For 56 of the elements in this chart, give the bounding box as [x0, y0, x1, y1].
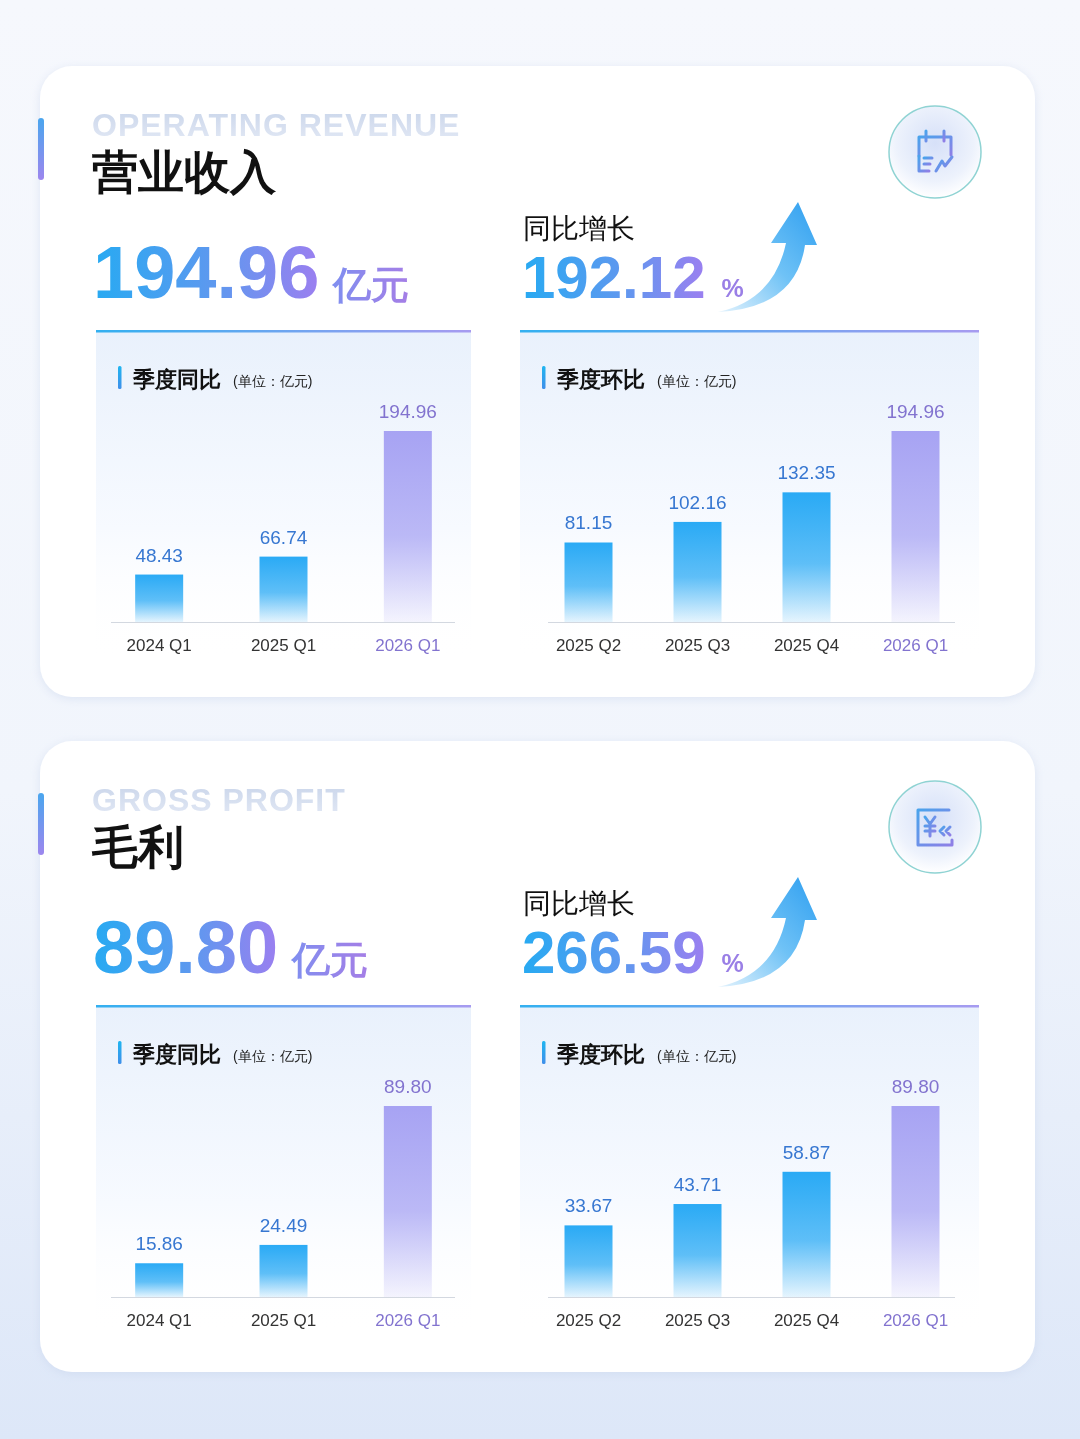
data-label: 43.71: [673, 1174, 722, 1196]
bar: [564, 542, 613, 622]
text: %: [721, 949, 744, 977]
x-tick-label: 2026 Q1: [375, 636, 441, 655]
data-label: 89.80: [384, 1076, 432, 1097]
data-label: 48.43: [135, 544, 183, 566]
x-tick-label: 2025 Q2: [555, 1311, 622, 1330]
x-tick-label: 2025 Q2: [555, 636, 622, 655]
x-tick-label: 2025 Q3: [664, 1311, 731, 1330]
bar: [782, 492, 831, 622]
chart-title: 季度环比: [556, 1042, 645, 1067]
text: 89.80: [93, 906, 279, 989]
x-tick-label: 2025 Q3: [664, 636, 731, 655]
x-tick-label: 2025 Q4: [773, 1311, 840, 1330]
data-label: 66.74: [259, 526, 308, 548]
text: 毛利: [91, 821, 184, 873]
x-tick-label: 2026 Q1: [882, 1311, 949, 1330]
chart-subtitle: (单位：亿元): [233, 373, 313, 389]
data-label: 132.35: [777, 462, 836, 484]
data-label: 24.49: [259, 1214, 308, 1236]
data-label: 194.96: [886, 401, 945, 422]
x-tick-label: 2025 Q4: [773, 636, 840, 655]
text: 194.96: [93, 231, 320, 314]
x-tick-label: 2026 Q1: [882, 636, 949, 655]
chart-title: 季度环比: [556, 367, 645, 392]
data-label: 33.67: [564, 1195, 613, 1217]
chart-subtitle: (单位：亿元): [657, 1048, 737, 1064]
chart-subtitle: (单位：亿元): [233, 1048, 313, 1064]
text: 266.59: [522, 919, 706, 986]
x-tick-label: 2025 Q1: [250, 1311, 317, 1330]
data-label: 58.87: [782, 1141, 831, 1163]
text: %: [721, 274, 744, 302]
chart-title: 季度同比: [132, 367, 221, 392]
text: 同比增长: [523, 888, 635, 919]
bar: [564, 1225, 613, 1297]
bar: [782, 1171, 831, 1297]
text: 亿元: [290, 939, 369, 981]
data-label: 89.80: [891, 1076, 940, 1097]
bar: [673, 521, 722, 622]
x-tick-label: 2025 Q1: [250, 636, 317, 655]
text: 亿元: [331, 264, 410, 306]
x-tick-label: 2024 Q1: [126, 1311, 192, 1330]
bar: [891, 431, 940, 622]
x-tick-label: 2026 Q1: [375, 1311, 441, 1330]
data-label: 81.15: [564, 512, 613, 534]
bar: [673, 1204, 722, 1297]
text: 营业收入: [92, 146, 277, 198]
chart-title: 季度同比: [132, 1042, 221, 1067]
x-tick-label: 2024 Q1: [126, 636, 192, 655]
text: 192.12: [522, 244, 706, 311]
data-label: 15.86: [135, 1233, 183, 1255]
data-label: 102.16: [668, 491, 727, 513]
text: 同比增长: [523, 213, 635, 244]
chart-subtitle: (单位：亿元): [657, 373, 737, 389]
data-label: 194.96: [378, 401, 437, 422]
bar: [891, 1106, 940, 1297]
